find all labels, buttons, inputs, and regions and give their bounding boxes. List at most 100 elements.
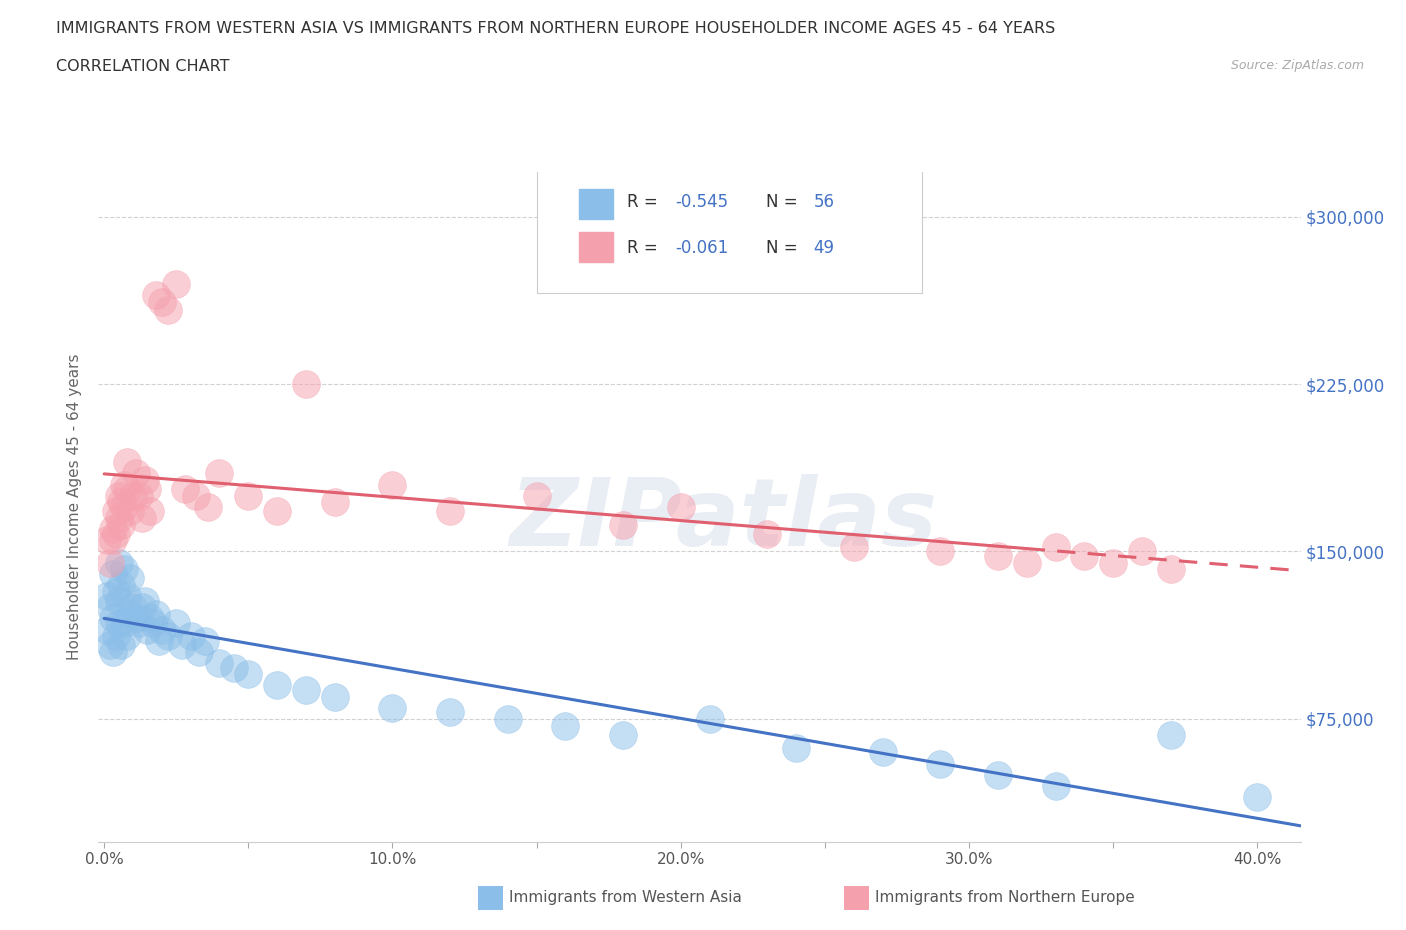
Point (120, 504, 142, 519)
Point (323, 689, 346, 704)
Text: 49: 49 (814, 239, 835, 257)
Point (131, 600, 153, 615)
Point (145, 606, 167, 621)
Point (699, 711, 721, 726)
Point (756, 526, 779, 541)
Point (117, 455, 139, 470)
Point (554, 718, 576, 733)
Point (112, 562, 135, 577)
Point (107, 488, 129, 503)
Point (266, 678, 288, 693)
Point (117, 629, 139, 644)
Point (165, 616, 187, 631)
Point (1073, 549, 1095, 564)
Point (136, 482, 159, 497)
Point (101, 533, 124, 548)
Point (112, 616, 135, 631)
Point (612, 727, 634, 742)
Point (295, 683, 318, 698)
Point (107, 593, 129, 608)
Point (165, 276, 187, 291)
Point (104, 504, 127, 519)
Point (174, 482, 197, 497)
Point (295, 377, 318, 392)
Point (222, 660, 245, 675)
Point (117, 482, 139, 497)
Point (107, 511, 129, 525)
Point (842, 539, 865, 554)
Point (101, 611, 124, 626)
Point (439, 705, 461, 720)
Point (1102, 555, 1125, 570)
Point (872, 745, 894, 760)
Text: N =: N = (766, 239, 803, 257)
Point (208, 656, 231, 671)
Point (128, 488, 150, 503)
Point (104, 584, 127, 599)
Point (150, 622, 173, 637)
Point (107, 616, 129, 631)
Point (134, 593, 156, 608)
FancyBboxPatch shape (537, 162, 922, 293)
Point (134, 472, 156, 487)
Point (1015, 555, 1038, 570)
Point (929, 544, 952, 559)
Text: Immigrants from Northern Europe: Immigrants from Northern Europe (875, 890, 1135, 905)
Bar (579, 232, 613, 262)
Point (101, 566, 124, 581)
Point (186, 488, 208, 503)
Point (96, 622, 118, 637)
Point (1246, 790, 1268, 804)
Text: IMMIGRANTS FROM WESTERN ASIA VS IMMIGRANTS FROM NORTHERN EUROPE HOUSEHOLDER INCO: IMMIGRANTS FROM WESTERN ASIA VS IMMIGRAN… (56, 21, 1056, 36)
Point (110, 638, 132, 653)
Point (1045, 778, 1067, 793)
Point (117, 589, 139, 604)
Text: N =: N = (766, 193, 803, 211)
Point (150, 294, 173, 309)
Point (101, 644, 124, 659)
Point (122, 488, 145, 503)
Point (238, 488, 260, 503)
Point (98, 555, 121, 570)
Point (125, 611, 148, 626)
Point (987, 767, 1010, 782)
Text: Source: ZipAtlas.com: Source: ZipAtlas.com (1230, 59, 1364, 72)
Text: R =: R = (627, 239, 664, 257)
Point (188, 644, 211, 659)
Point (669, 499, 692, 514)
Point (122, 600, 145, 615)
Text: -0.545: -0.545 (675, 193, 728, 211)
Point (785, 740, 807, 755)
Text: CORRELATION CHART: CORRELATION CHART (56, 59, 229, 73)
Point (101, 522, 124, 537)
Point (107, 555, 129, 570)
Point (496, 711, 519, 726)
Point (929, 756, 952, 771)
Point (96, 589, 118, 604)
Point (1130, 544, 1153, 559)
Point (208, 466, 231, 481)
Point (120, 606, 142, 621)
Point (170, 638, 193, 653)
Point (381, 477, 404, 492)
Point (1160, 727, 1182, 742)
Point (156, 629, 179, 644)
Point (110, 495, 132, 510)
Point (266, 504, 288, 519)
Point (1045, 539, 1067, 554)
Point (120, 571, 142, 586)
Point (98, 638, 121, 653)
Text: R =: R = (627, 193, 664, 211)
Point (110, 578, 132, 592)
Point (112, 477, 135, 492)
Point (612, 517, 634, 532)
Y-axis label: Householder Income Ages 45 - 64 years: Householder Income Ages 45 - 64 years (67, 353, 83, 660)
Point (96, 533, 118, 548)
Point (238, 667, 260, 682)
Point (104, 526, 127, 541)
Point (98, 600, 121, 615)
Point (128, 616, 150, 631)
Text: -0.061: -0.061 (675, 239, 728, 257)
Point (323, 495, 346, 510)
Point (139, 611, 162, 626)
